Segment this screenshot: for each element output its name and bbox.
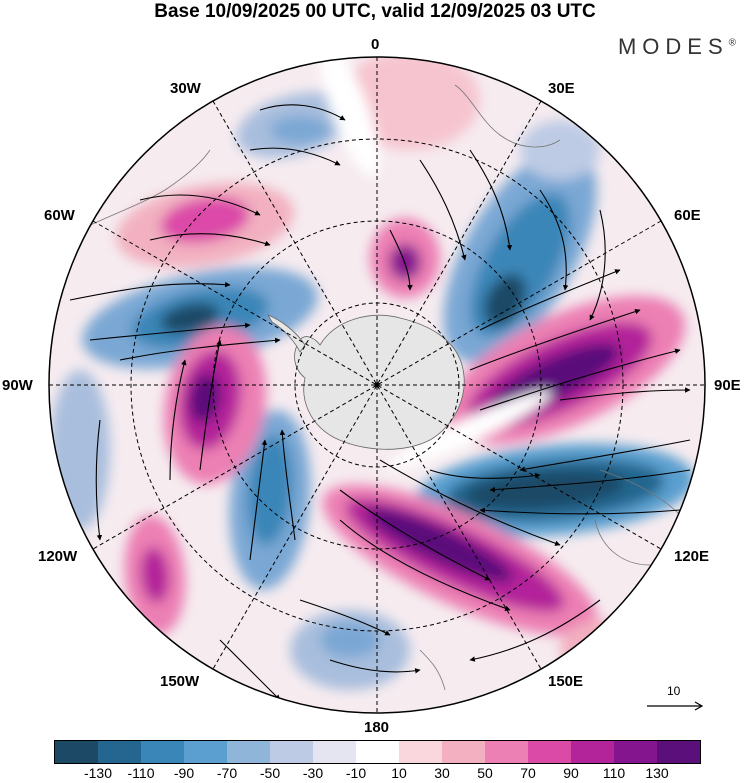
antarctic-peninsula bbox=[267, 314, 306, 353]
reference-arrow-icon bbox=[647, 701, 704, 711]
colorbar-tick-label: -50 bbox=[259, 765, 281, 781]
colorbar bbox=[54, 740, 701, 764]
lon-label-90w: 90W bbox=[2, 377, 33, 394]
lon-label-120w: 120W bbox=[38, 548, 78, 565]
colorbar-tick-label: -70 bbox=[216, 765, 238, 781]
colorbar-tick-label: 110 bbox=[602, 765, 626, 781]
colorbar-swatch bbox=[141, 741, 184, 763]
lon-label-150w: 150W bbox=[160, 673, 200, 690]
reference-vector-label: 10 bbox=[667, 684, 681, 698]
colorbar-swatch bbox=[55, 741, 98, 763]
colorbar-tick-label: -10 bbox=[345, 765, 367, 781]
colorbar-tick-label: 50 bbox=[477, 765, 493, 781]
colorbar-labels: -130 -110 -90 -70 -50 -30 -10 10 30 50 70 90 110 130 bbox=[0, 765, 750, 783]
colorbar-swatch bbox=[442, 741, 485, 763]
colorbar-tick-label: -30 bbox=[302, 765, 324, 781]
lon-label-90e: 90E bbox=[714, 377, 741, 394]
colorbar-swatch bbox=[313, 741, 356, 763]
colorbar-tick-label: -90 bbox=[173, 765, 195, 781]
colorbar-swatch bbox=[98, 741, 141, 763]
graticule bbox=[49, 57, 705, 713]
brand-registered-mark: ® bbox=[728, 37, 736, 49]
colorbar-tick-label: -130 bbox=[83, 765, 113, 781]
lon-label-60e: 60E bbox=[674, 207, 701, 224]
colorbar-swatch bbox=[571, 741, 614, 763]
map-title: Base 10/09/2025 00 UTC, valid 12/09/2025… bbox=[154, 1, 596, 22]
colorbar-swatch bbox=[528, 741, 571, 763]
south-pole-marker bbox=[374, 382, 380, 388]
colorbar-tick-label: -110 bbox=[127, 765, 155, 781]
colorbar-swatch bbox=[485, 741, 528, 763]
colorbar-tick-label: 70 bbox=[520, 765, 536, 781]
colorbar-swatch bbox=[356, 741, 399, 763]
brand-logo: MODES® bbox=[618, 34, 736, 60]
lon-label-60w: 60W bbox=[44, 207, 75, 224]
colorbar-swatch bbox=[614, 741, 657, 763]
colorbar-tick-label: 130 bbox=[645, 765, 669, 781]
wind-streamlines bbox=[69, 104, 691, 701]
colorbar-swatch bbox=[184, 741, 227, 763]
lon-label-0: 0 bbox=[371, 36, 380, 53]
colorbar-swatch bbox=[227, 741, 270, 763]
brand-name: MODES bbox=[617, 34, 729, 59]
colorbar-tick-label: 10 bbox=[391, 765, 407, 781]
reference-vector: 10 bbox=[645, 684, 705, 714]
map-boundary bbox=[48, 56, 706, 714]
lon-label-30w: 30W bbox=[170, 80, 201, 97]
colorbar-tick-label: 90 bbox=[563, 765, 579, 781]
lon-label-30e: 30E bbox=[548, 80, 575, 97]
new-zealand-outline bbox=[419, 649, 446, 691]
anomaly-field bbox=[49, 57, 705, 713]
colorbar-swatch bbox=[399, 741, 442, 763]
south-america-outline bbox=[79, 149, 211, 231]
africa-outline bbox=[454, 84, 561, 148]
colorbar-swatch bbox=[270, 741, 313, 763]
colorbar-tick-label: 30 bbox=[434, 765, 450, 781]
lon-label-150e: 150E bbox=[548, 673, 584, 690]
colorbar-swatch bbox=[657, 741, 700, 763]
lon-label-180: 180 bbox=[364, 719, 390, 736]
lon-label-120e: 120E bbox=[674, 548, 710, 565]
antarctica-land bbox=[294, 314, 465, 450]
